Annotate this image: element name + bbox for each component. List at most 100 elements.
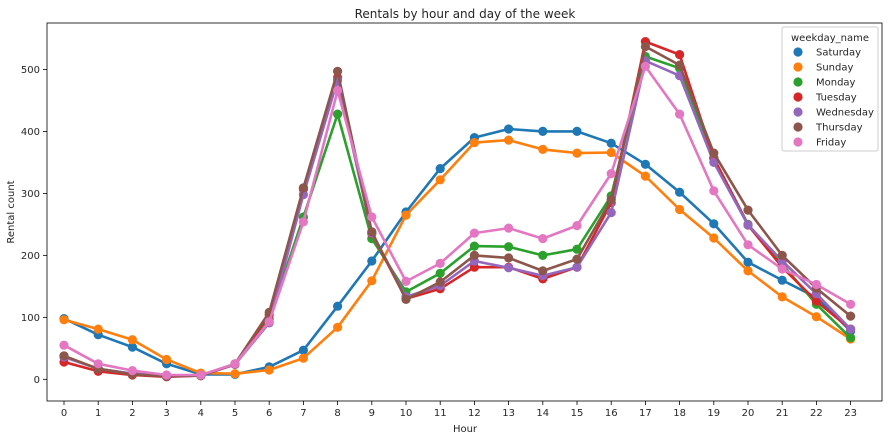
data-point bbox=[606, 169, 616, 179]
data-point bbox=[333, 66, 343, 76]
data-point bbox=[333, 109, 343, 119]
data-point bbox=[640, 61, 651, 71]
legend-marker bbox=[793, 137, 803, 147]
data-point bbox=[469, 228, 479, 238]
x-tick-label: 17 bbox=[639, 408, 652, 419]
data-point bbox=[435, 277, 445, 287]
y-tick-label: 0 bbox=[34, 375, 40, 386]
data-point bbox=[435, 268, 445, 278]
data-point bbox=[675, 109, 685, 119]
data-point bbox=[127, 342, 137, 352]
data-point bbox=[401, 276, 411, 286]
data-point bbox=[230, 359, 240, 369]
data-point bbox=[127, 335, 137, 345]
data-point bbox=[469, 241, 479, 251]
x-tick-label: 12 bbox=[468, 408, 481, 419]
x-axis: 0 1 2 3 4 5 6 7 8 9 10 11 12 13 14 15 16 17 18 19 20 21 22 23 bbox=[61, 401, 857, 419]
x-tick-label: 1 bbox=[95, 408, 101, 419]
x-tick-label: 13 bbox=[502, 408, 515, 419]
x-tick-label: 2 bbox=[129, 408, 135, 419]
data-point bbox=[504, 223, 514, 233]
series-line bbox=[63, 65, 852, 377]
x-tick-label: 3 bbox=[163, 408, 169, 419]
data-point bbox=[675, 204, 685, 215]
data-point bbox=[675, 187, 685, 197]
data-point bbox=[333, 322, 343, 332]
data-point bbox=[640, 171, 651, 181]
data-point bbox=[743, 257, 753, 267]
series-line bbox=[63, 127, 852, 376]
y-axis: 0 100 200 300 400 500 bbox=[21, 65, 47, 386]
x-tick-label: 11 bbox=[434, 408, 447, 419]
data-point bbox=[743, 240, 753, 250]
series-line bbox=[63, 138, 852, 376]
data-point bbox=[504, 242, 514, 252]
data-point bbox=[811, 279, 822, 290]
x-tick-label: 0 bbox=[61, 408, 67, 419]
data-point bbox=[606, 147, 616, 158]
y-tick-label: 200 bbox=[21, 251, 40, 262]
x-tick-label: 10 bbox=[400, 408, 413, 419]
x-tick-label: 5 bbox=[232, 408, 238, 419]
data-point bbox=[538, 250, 548, 260]
data-point bbox=[93, 359, 103, 369]
data-point bbox=[709, 186, 719, 196]
data-point bbox=[538, 234, 548, 244]
series-friday bbox=[59, 61, 856, 380]
y-tick-label: 100 bbox=[21, 313, 40, 324]
data-point bbox=[743, 220, 753, 230]
data-point bbox=[367, 276, 377, 286]
x-tick-label: 19 bbox=[707, 408, 720, 419]
x-tick-label: 23 bbox=[844, 408, 857, 419]
legend-title: weekday_name bbox=[791, 33, 869, 44]
data-point bbox=[469, 250, 479, 260]
data-point bbox=[675, 60, 685, 70]
y-tick-label: 400 bbox=[21, 127, 40, 138]
data-point bbox=[435, 164, 445, 174]
data-point bbox=[846, 311, 856, 321]
data-point bbox=[846, 333, 856, 343]
x-tick-label: 18 bbox=[673, 408, 686, 419]
legend-marker bbox=[793, 77, 803, 87]
legend-marker bbox=[793, 92, 803, 102]
data-point bbox=[264, 365, 274, 375]
data-point bbox=[59, 351, 69, 361]
data-point bbox=[777, 264, 787, 274]
data-point bbox=[127, 366, 137, 376]
data-point bbox=[606, 208, 616, 218]
data-point bbox=[469, 138, 479, 148]
legend-marker bbox=[793, 47, 803, 57]
x-tick-label: 14 bbox=[536, 408, 549, 419]
data-point bbox=[93, 324, 103, 334]
legend-marker bbox=[793, 122, 803, 132]
y-axis-label: Rental count bbox=[6, 180, 17, 243]
data-point bbox=[572, 254, 582, 264]
x-tick-label: 4 bbox=[198, 408, 204, 419]
data-point bbox=[162, 354, 172, 365]
data-point bbox=[504, 124, 514, 134]
data-point bbox=[298, 345, 308, 355]
data-point bbox=[572, 262, 582, 272]
x-tick-label: 9 bbox=[369, 408, 375, 419]
data-point bbox=[504, 135, 514, 145]
data-point bbox=[743, 205, 753, 215]
data-point bbox=[606, 195, 616, 205]
legend-label: Friday bbox=[816, 138, 846, 149]
data-point bbox=[572, 148, 582, 158]
x-tick-label: 22 bbox=[810, 408, 823, 419]
data-point bbox=[846, 324, 856, 334]
x-tick-label: 15 bbox=[571, 408, 584, 419]
data-point bbox=[640, 41, 651, 52]
x-tick-label: 7 bbox=[300, 408, 306, 419]
data-point bbox=[298, 183, 308, 193]
data-point bbox=[572, 244, 582, 254]
data-point bbox=[504, 263, 514, 273]
data-point bbox=[743, 266, 753, 276]
x-tick-label: 6 bbox=[266, 408, 272, 419]
legend-label: Tuesday bbox=[815, 93, 857, 104]
legend-items: Saturday Sunday Monday Tuesday Wednesday Thur… bbox=[793, 47, 874, 149]
data-point bbox=[59, 340, 69, 350]
data-point bbox=[333, 85, 343, 96]
data-point bbox=[538, 144, 548, 154]
